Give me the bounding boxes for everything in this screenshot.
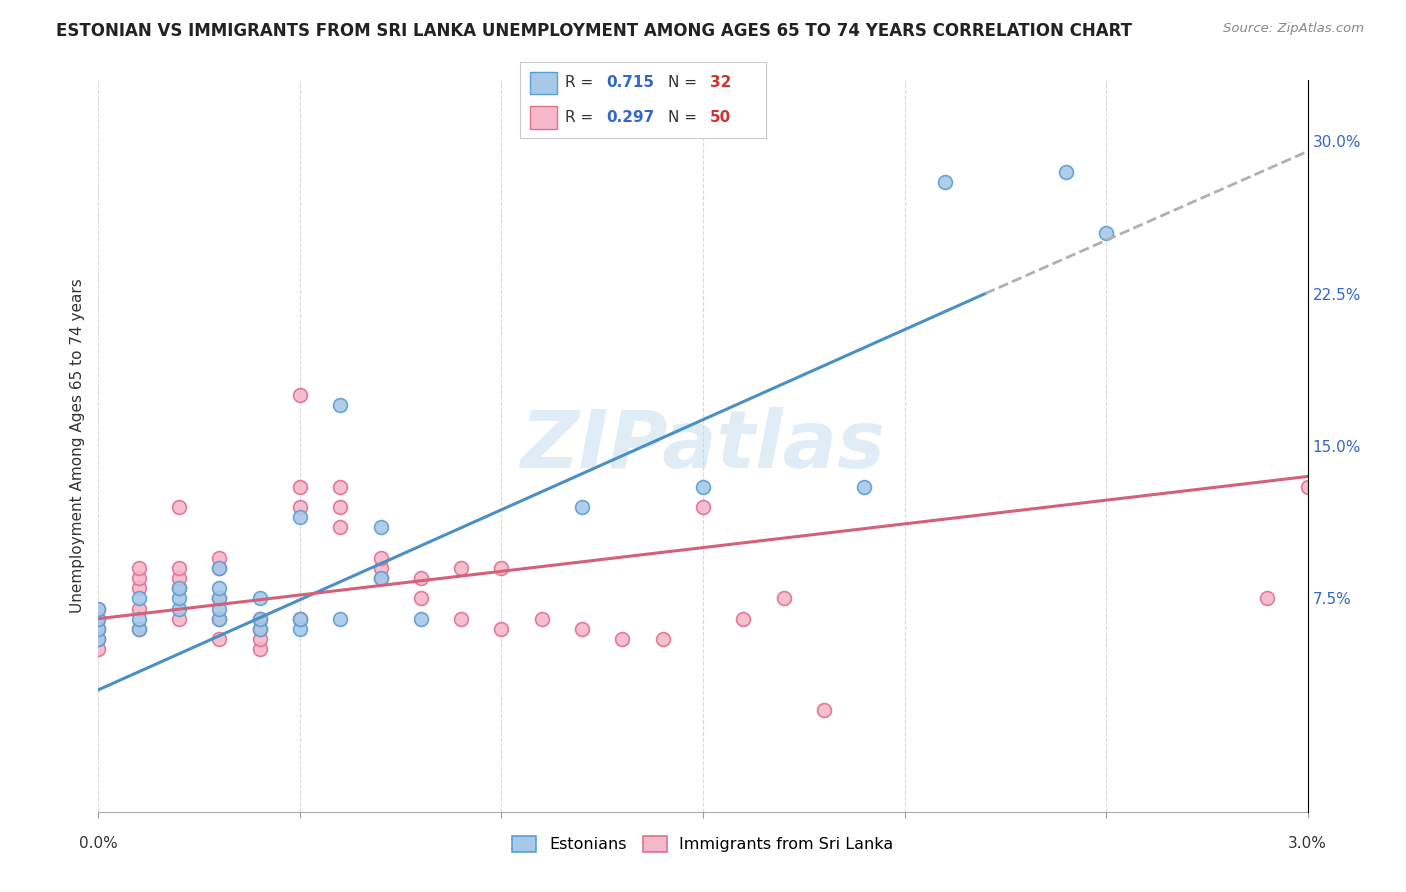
Point [733,612,755,626]
Point [329,520,352,534]
Point [87,632,110,646]
Point [208,601,231,615]
Point [288,388,311,402]
Point [571,622,593,636]
Point [167,500,190,514]
Text: 50: 50 [710,111,731,125]
Point [853,480,876,494]
Point [87,612,110,626]
Point [128,581,150,595]
Point [249,642,271,657]
Point [1296,480,1319,494]
Point [370,571,392,585]
Point [409,612,432,626]
Point [249,632,271,646]
Point [87,601,110,615]
Point [87,622,110,636]
Point [612,632,634,646]
Text: 0.0%: 0.0% [79,836,118,851]
Point [692,480,714,494]
Point [128,571,150,585]
Point [87,601,110,615]
Point [208,591,231,606]
Point [128,622,150,636]
Point [167,581,190,595]
Point [208,591,231,606]
Point [934,175,956,189]
Y-axis label: Unemployment Among Ages 65 to 74 years: Unemployment Among Ages 65 to 74 years [69,278,84,614]
Point [288,480,311,494]
Text: ZIPatlas: ZIPatlas [520,407,886,485]
Point [288,612,311,626]
Text: 0.297: 0.297 [606,111,655,125]
Point [249,622,271,636]
Bar [530,106,557,129]
Legend: Estonians, Immigrants from Sri Lanka: Estonians, Immigrants from Sri Lanka [506,830,900,859]
Point [370,561,392,575]
Point [530,612,553,626]
Point [87,632,110,646]
Point [491,561,513,575]
Point [87,612,110,626]
Text: R =: R = [565,111,598,125]
Point [772,591,794,606]
Point [167,601,190,615]
Text: N =: N = [668,76,702,90]
Text: 0.715: 0.715 [606,76,654,90]
Point [208,550,231,565]
Point [288,510,311,524]
Point [692,500,714,514]
Text: 32: 32 [710,76,731,90]
Point [167,612,190,626]
Point [491,622,513,636]
Point [813,703,835,717]
Text: 3.0%: 3.0% [1288,836,1327,851]
Point [249,612,271,626]
Point [167,591,190,606]
Point [370,520,392,534]
Text: Source: ZipAtlas.com: Source: ZipAtlas.com [1223,22,1364,36]
Point [208,581,231,595]
Text: N =: N = [668,111,702,125]
Point [1256,591,1278,606]
Point [288,622,311,636]
Point [1095,226,1118,240]
Point [167,571,190,585]
Bar [530,71,557,95]
Point [288,500,311,514]
Point [370,550,392,565]
Point [409,571,432,585]
Point [329,398,352,412]
Point [329,612,352,626]
Point [167,561,190,575]
Text: R =: R = [565,76,598,90]
Point [288,612,311,626]
Point [87,622,110,636]
Point [450,561,472,575]
Point [249,622,271,636]
Point [370,571,392,585]
Point [128,591,150,606]
Point [208,561,231,575]
Point [128,601,150,615]
Point [208,561,231,575]
Point [450,612,472,626]
Point [329,480,352,494]
Point [409,591,432,606]
Point [651,632,673,646]
Point [208,612,231,626]
Text: ESTONIAN VS IMMIGRANTS FROM SRI LANKA UNEMPLOYMENT AMONG AGES 65 TO 74 YEARS COR: ESTONIAN VS IMMIGRANTS FROM SRI LANKA UN… [56,22,1132,40]
Point [249,612,271,626]
Point [249,591,271,606]
Point [128,622,150,636]
Point [128,561,150,575]
Point [208,612,231,626]
Point [1054,164,1077,178]
Point [167,581,190,595]
Point [208,632,231,646]
Point [87,642,110,657]
Point [329,500,352,514]
Point [128,612,150,626]
Point [571,500,593,514]
